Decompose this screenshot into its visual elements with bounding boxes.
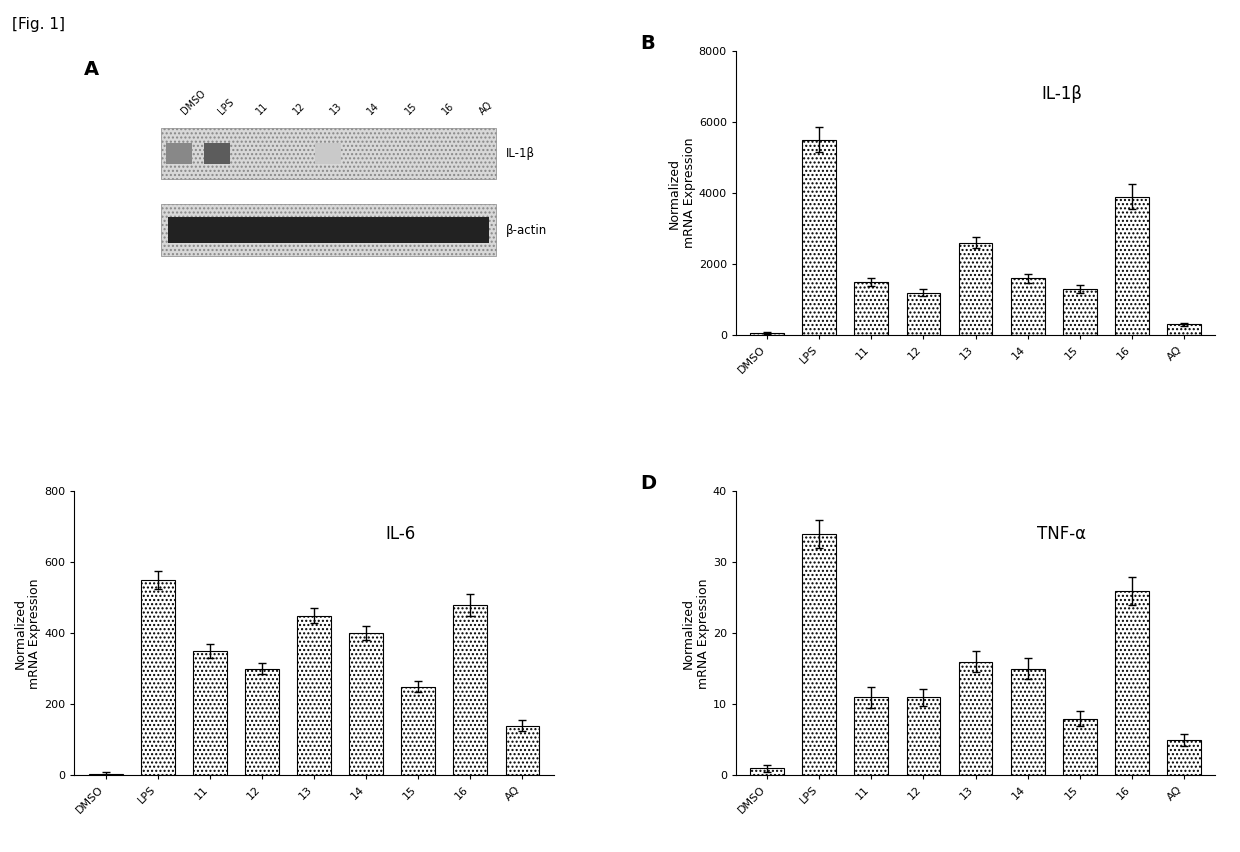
- Bar: [854, 282, 888, 335]
- Bar: [1115, 590, 1148, 775]
- Bar: [959, 243, 992, 335]
- Text: [Fig. 1]: [Fig. 1]: [12, 17, 66, 32]
- Text: 14: 14: [366, 101, 382, 117]
- Bar: [1063, 289, 1096, 335]
- Bar: [203, 143, 229, 164]
- Text: B: B: [640, 34, 655, 53]
- Text: 13: 13: [329, 101, 345, 117]
- Bar: [1011, 279, 1044, 335]
- Text: IL-1β: IL-1β: [506, 147, 534, 160]
- Bar: [1167, 325, 1200, 335]
- Y-axis label: Normalized
mRNA Expression: Normalized mRNA Expression: [682, 578, 711, 688]
- Bar: [1011, 669, 1044, 775]
- Bar: [350, 633, 383, 775]
- Bar: [315, 143, 341, 164]
- Bar: [854, 697, 888, 775]
- Bar: [298, 616, 331, 775]
- Text: TNF-α: TNF-α: [1038, 526, 1086, 544]
- Bar: [1167, 740, 1200, 775]
- Bar: [141, 580, 175, 775]
- Y-axis label: Normalized
mRNA Expression: Normalized mRNA Expression: [668, 138, 696, 249]
- Bar: [169, 217, 489, 243]
- Y-axis label: Normalized
mRNA Expression: Normalized mRNA Expression: [14, 578, 41, 688]
- Bar: [161, 204, 496, 256]
- Bar: [402, 687, 435, 775]
- Text: 11: 11: [254, 101, 269, 117]
- Bar: [246, 669, 279, 775]
- Bar: [802, 140, 836, 335]
- Bar: [750, 333, 784, 335]
- Text: DMSO: DMSO: [180, 89, 207, 117]
- Bar: [802, 534, 836, 775]
- Bar: [750, 769, 784, 775]
- Bar: [89, 774, 123, 775]
- Bar: [906, 292, 940, 335]
- Bar: [166, 143, 192, 164]
- Bar: [1063, 718, 1096, 775]
- Bar: [161, 128, 496, 179]
- Text: AQ: AQ: [477, 100, 495, 117]
- Bar: [959, 662, 992, 775]
- Text: 12: 12: [291, 101, 308, 117]
- Text: D: D: [640, 475, 656, 493]
- Bar: [193, 651, 227, 775]
- Bar: [906, 697, 940, 775]
- Bar: [506, 726, 539, 775]
- Text: 15: 15: [403, 101, 419, 117]
- Bar: [1115, 197, 1148, 335]
- Text: IL-1β: IL-1β: [1042, 85, 1083, 103]
- Text: 16: 16: [440, 101, 456, 117]
- Text: A: A: [84, 60, 99, 78]
- Bar: [454, 605, 487, 775]
- Text: LPS: LPS: [217, 97, 236, 117]
- Text: IL-6: IL-6: [386, 526, 415, 544]
- Text: β-actin: β-actin: [506, 223, 547, 237]
